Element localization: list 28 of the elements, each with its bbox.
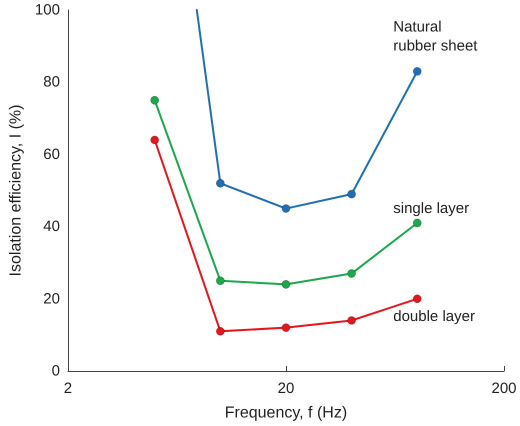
point <box>282 323 290 332</box>
series-label: single layer <box>393 200 470 217</box>
series-label: Natural rubber sheet <box>393 18 478 54</box>
point <box>216 276 225 286</box>
y-tick-label: 100 <box>34 2 60 18</box>
x-tick-label: 2 <box>64 380 72 397</box>
y-tick-label: 20 <box>43 290 60 308</box>
point <box>347 269 356 278</box>
x-axis-title: Frequency, f (Hz) <box>224 404 348 422</box>
point <box>282 280 290 289</box>
point <box>150 136 159 144</box>
point <box>150 96 159 105</box>
point <box>216 326 225 336</box>
point <box>347 190 356 198</box>
y-tick-label: 40 <box>43 218 60 236</box>
point <box>347 316 356 325</box>
y-tick-label: 60 <box>43 146 60 163</box>
y-tick-label: 0 <box>52 362 60 380</box>
y-axis-title: Isolation efficiency, I (%) <box>8 104 24 276</box>
point <box>282 204 290 213</box>
x-tick-label: 20 <box>278 380 294 397</box>
point <box>412 294 422 304</box>
point <box>412 218 422 228</box>
y-tick-label: 80 <box>43 74 60 91</box>
point <box>216 178 225 188</box>
series-label: double layer <box>393 308 475 325</box>
x-tick-label: 200 <box>491 380 517 397</box>
point <box>412 67 422 76</box>
